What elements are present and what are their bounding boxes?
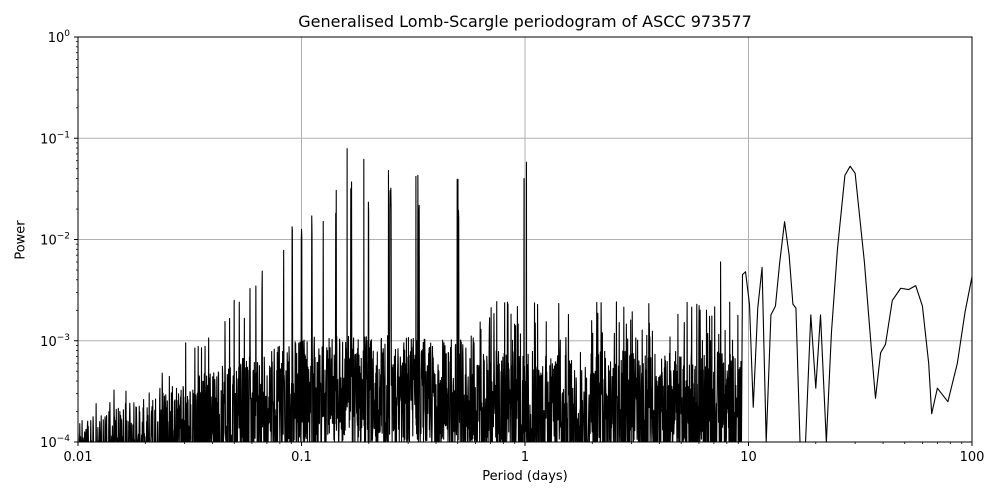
y-tick-label: 100	[48, 29, 71, 46]
x-tick-label: 10	[740, 450, 757, 465]
y-tick-label: 10−4	[40, 434, 70, 451]
power-series-line	[78, 148, 972, 442]
x-axis-label: Period (days)	[482, 469, 568, 484]
x-tick-label: 0.1	[291, 450, 312, 465]
x-tick-label: 100	[960, 450, 985, 465]
y-tick-label: 10−3	[40, 333, 70, 350]
y-tick-label: 10−2	[40, 232, 70, 249]
power-line	[78, 148, 972, 442]
y-tick-label: 10−1	[40, 130, 70, 147]
chart-title: Generalised Lomb-Scargle periodogram of …	[298, 12, 752, 31]
axis-ticks: 0.01 0.1 1 10 100 10−4 10−3 10−2 10−1 100	[40, 29, 984, 465]
x-tick-label: 1	[521, 450, 529, 465]
x-tick-label: 0.01	[64, 450, 93, 465]
